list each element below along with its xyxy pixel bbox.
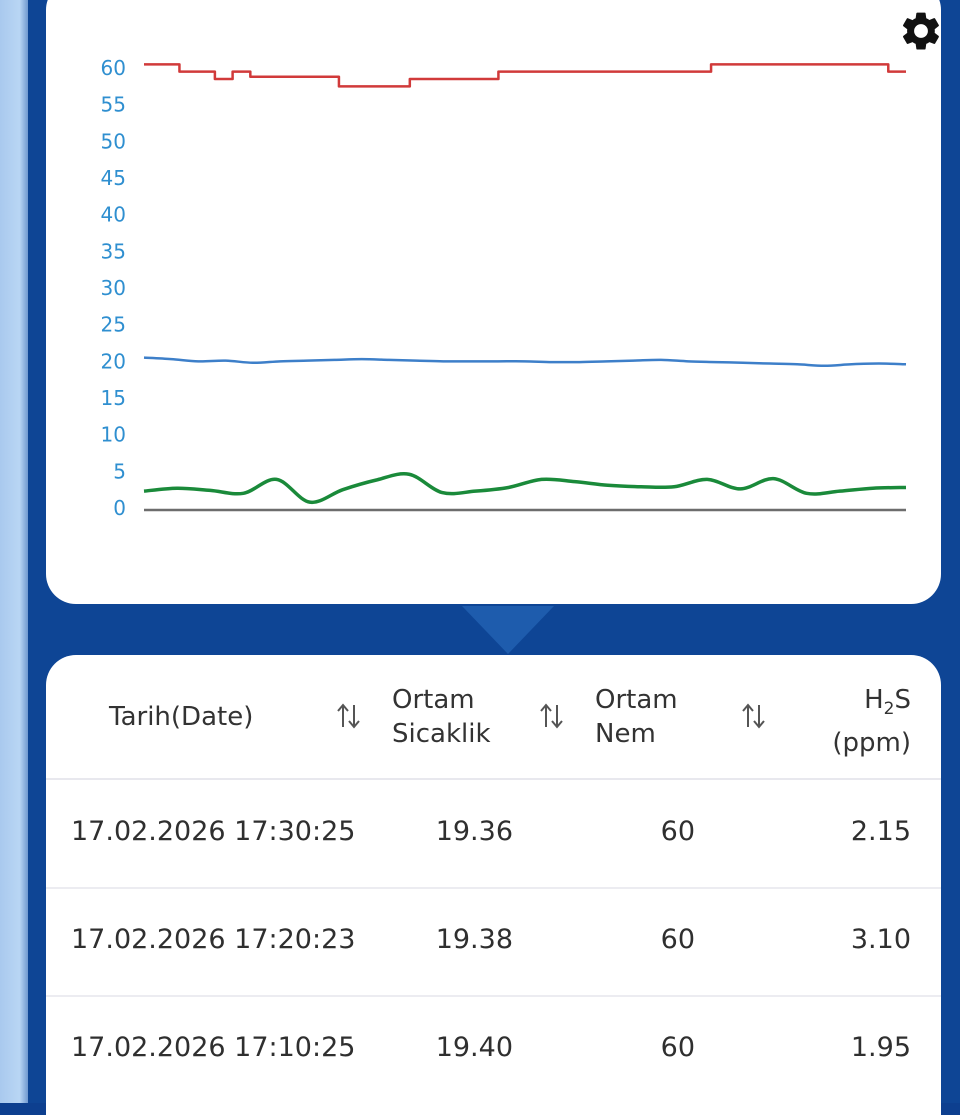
cell-h2s: 2.15 — [850, 816, 911, 847]
h2s-subscript: 2 — [883, 699, 895, 720]
header-date-label: Tarih(Date) — [109, 702, 254, 732]
series-line-2 — [143, 472, 907, 504]
cell-date: 17.02.2026 17:20:23 — [71, 924, 356, 955]
gear-icon — [902, 12, 939, 50]
y-tick-label: 50 — [101, 129, 126, 153]
cell-temperature: 19.36 — [435, 816, 513, 847]
header-date[interactable]: Tarih(Date) — [109, 700, 253, 734]
header-h2s-unit: (ppm) — [832, 728, 911, 759]
table-header-row: Tarih(Date) Ortam Sicaklik Ortam Nem — [46, 655, 941, 780]
cell-humidity: 60 — [660, 1032, 695, 1063]
y-tick-label: 45 — [101, 166, 126, 190]
sort-arrows-icon — [540, 703, 563, 729]
y-tick-label: 30 — [101, 276, 126, 300]
y-tick-label: 40 — [101, 203, 126, 227]
chart-card: 60 55 50 45 40 35 30 25 20 15 10 5 0 — [46, 0, 941, 604]
y-tick-label: 5 — [113, 459, 126, 483]
header-temperature[interactable]: Ortam Sicaklik — [392, 683, 491, 751]
series-line-0 — [144, 63, 906, 88]
settings-button[interactable] — [898, 8, 944, 54]
y-tick-label: 55 — [101, 93, 126, 117]
header-h2s-formula: H2S — [832, 683, 911, 726]
cell-humidity: 60 — [660, 924, 695, 955]
y-tick-label: 60 — [101, 56, 126, 80]
sort-arrows-icon — [337, 703, 360, 729]
sort-arrows-icon — [742, 703, 765, 729]
sort-temperature-icon[interactable] — [535, 699, 569, 733]
chart-pointer-notch — [462, 606, 554, 654]
y-tick-label: 10 — [101, 423, 126, 447]
sort-humidity-icon[interactable] — [737, 699, 771, 733]
y-tick-label: 15 — [101, 386, 126, 410]
h2s-s: S — [894, 685, 911, 715]
y-tick-label: 20 — [101, 349, 126, 373]
cell-h2s: 1.95 — [850, 1032, 911, 1063]
cell-h2s: 3.10 — [850, 924, 911, 955]
left-edge-strip — [0, 0, 28, 1103]
table-row[interactable]: 17.02.2026 17:10:25 19.40 60 1.95 — [46, 996, 941, 1103]
y-tick-label: 0 — [113, 496, 126, 520]
header-hum-line2: Nem — [595, 719, 656, 749]
data-table: Tarih(Date) Ortam Sicaklik Ortam Nem — [46, 655, 941, 1115]
series-line-1 — [143, 356, 907, 367]
sort-date-icon[interactable] — [332, 699, 366, 733]
cell-temperature: 19.40 — [435, 1032, 513, 1063]
header-temp-line1: Ortam — [392, 685, 475, 715]
h2s-h: H — [864, 685, 884, 715]
cell-temperature: 19.38 — [435, 924, 513, 955]
cell-humidity: 60 — [660, 816, 695, 847]
y-tick-label: 25 — [101, 313, 126, 337]
header-humidity[interactable]: Ortam Nem — [595, 683, 678, 751]
cell-date: 17.02.2026 17:10:25 — [71, 1032, 356, 1063]
cell-date: 17.02.2026 17:30:25 — [71, 816, 356, 847]
table-row[interactable]: 17.02.2026 17:30:25 19.36 60 2.15 — [46, 780, 941, 889]
y-tick-label: 35 — [101, 239, 126, 263]
table-row[interactable]: 17.02.2026 17:20:23 19.38 60 3.10 — [46, 888, 941, 997]
header-hum-line1: Ortam — [595, 685, 678, 715]
header-h2s[interactable]: H2S (ppm) — [832, 683, 911, 760]
header-temp-line2: Sicaklik — [392, 719, 491, 749]
